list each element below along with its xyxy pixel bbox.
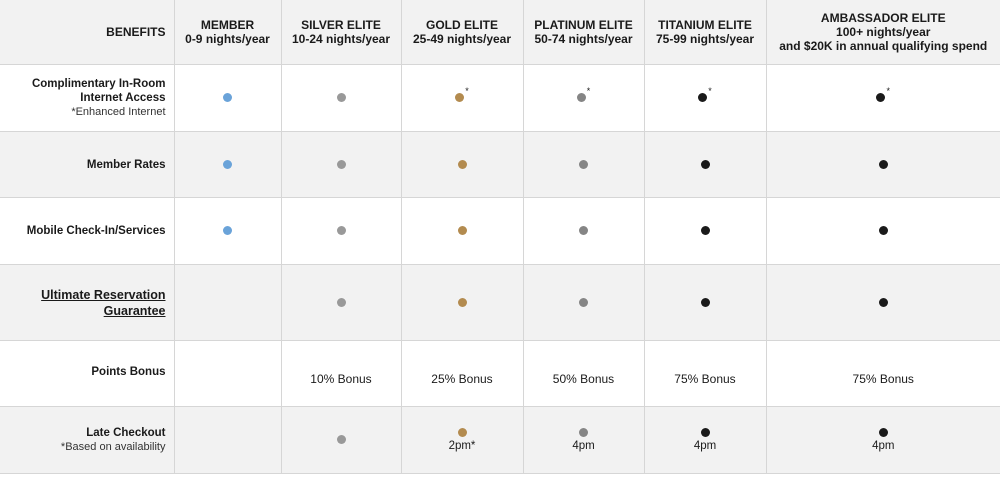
dot-platinum: [576, 93, 586, 103]
dot-ambassador: [878, 428, 888, 437]
cell-guarantee-platinum: [523, 264, 645, 341]
dot-member: [223, 159, 232, 169]
dot-titanium: [698, 93, 708, 103]
cell-late-titanium: 4pm: [644, 406, 767, 474]
cell-internet-gold: *: [401, 64, 524, 132]
tier-header-platinum: PLATINUM ELITE 50-74 nights/year: [523, 0, 645, 65]
tier-header-ambassador: AMBASSADOR ELITE 100+ nights/year and $20K…: [766, 0, 1000, 65]
dot-titanium: [700, 428, 710, 437]
cell-mobile-platinum: [523, 197, 645, 265]
cell-internet-platinum: *: [523, 64, 645, 132]
dot-titanium: [700, 159, 710, 169]
cell-late-platinum: 4pm: [523, 406, 645, 474]
tier-header-gold: GOLD ELITE 25-49 nights/year: [401, 0, 524, 65]
cell-late-silver: [281, 406, 402, 474]
cell-points-titanium: 75% Bonus: [644, 340, 767, 407]
cell-guarantee-ambassador: [766, 264, 1000, 341]
cell-internet-titanium: *: [644, 64, 767, 132]
tier-header-silver: SILVER ELITE 10-24 nights/year: [281, 0, 402, 65]
dot-titanium: [700, 226, 710, 236]
cell-guarantee-member: [174, 264, 282, 341]
dot-platinum: [579, 428, 588, 437]
cell-rates-silver: [281, 131, 402, 198]
cell-guarantee-titanium: [644, 264, 767, 341]
dot-member: [223, 226, 232, 236]
cell-points-platinum: 50% Bonus: [523, 340, 645, 407]
row-points-bonus: Points Bonus 10% Bonus 25% Bonus 50% Bon…: [0, 340, 1000, 407]
dot-silver: [336, 93, 346, 103]
dot-titanium: [700, 297, 710, 307]
benefit-label-points: Points Bonus: [0, 340, 175, 407]
cell-points-gold: 25% Bonus: [401, 340, 524, 407]
dot-gold: [457, 428, 467, 437]
benefit-label-internet: Complimentary In-Room Internet Access *E…: [0, 64, 175, 132]
cell-mobile-titanium: [644, 197, 767, 265]
row-mobile: Mobile Check-In/Services: [0, 197, 1000, 265]
dot-ambassador: [876, 93, 886, 103]
dot-gold: [455, 93, 465, 103]
cell-late-ambassador: 4pm: [766, 406, 1000, 474]
row-member-rates: Member Rates: [0, 131, 1000, 198]
cell-rates-gold: [401, 131, 524, 198]
dot-ambassador: [878, 297, 888, 307]
benefit-label-mobile: Mobile Check-In/Services: [0, 197, 175, 265]
dot-ambassador: [878, 226, 888, 236]
cell-points-silver: 10% Bonus: [281, 340, 402, 407]
tier-header-titanium: TITANIUM ELITE 75-99 nights/year: [644, 0, 767, 65]
cell-points-member: [174, 340, 282, 407]
benefit-label-member-rates: Member Rates: [0, 131, 175, 198]
row-internet: Complimentary In-Room Internet Access *E…: [0, 64, 1000, 132]
cell-mobile-member: [174, 197, 282, 265]
dot-silver: [336, 226, 346, 236]
cell-guarantee-silver: [281, 264, 402, 341]
row-late-checkout: Late Checkout *Based on availability 2pm…: [0, 406, 1000, 474]
guarantee-link[interactable]: Ultimate Reservation: [41, 287, 166, 302]
cell-mobile-silver: [281, 197, 402, 265]
dot-silver: [336, 297, 346, 307]
cell-mobile-gold: [401, 197, 524, 265]
cell-internet-member: [174, 64, 282, 132]
dot-gold: [457, 159, 467, 169]
cell-late-gold: 2pm*: [401, 406, 524, 474]
dot-gold: [457, 226, 467, 236]
cell-late-member: [174, 406, 282, 474]
cell-rates-platinum: [523, 131, 645, 198]
cell-internet-ambassador: *: [766, 64, 1000, 132]
cell-guarantee-gold: [401, 264, 524, 341]
cell-rates-ambassador: [766, 131, 1000, 198]
cell-rates-member: [174, 131, 282, 198]
dot-platinum: [579, 297, 588, 307]
dot-ambassador: [878, 159, 888, 169]
tier-header-member: MEMBER 0-9 nights/year: [174, 0, 282, 65]
benefit-label-late: Late Checkout *Based on availability: [0, 406, 175, 474]
dot-platinum: [579, 226, 588, 236]
cell-rates-titanium: [644, 131, 767, 198]
cell-points-ambassador: 75% Bonus: [766, 340, 1000, 407]
benefit-label-guarantee[interactable]: Ultimate Reservation Guarantee: [0, 264, 175, 341]
cell-mobile-ambassador: [766, 197, 1000, 265]
row-guarantee: Ultimate Reservation Guarantee: [0, 264, 1000, 341]
dot-silver: [336, 435, 346, 445]
benefits-header: BENEFITS: [0, 0, 175, 65]
dot-platinum: [579, 159, 588, 169]
dot-silver: [336, 159, 346, 169]
cell-internet-silver: [281, 64, 402, 132]
dot-gold: [457, 297, 467, 307]
dot-member: [223, 93, 232, 103]
guarantee-link[interactable]: Guarantee: [103, 303, 166, 318]
header-row: BENEFITS MEMBER 0-9 nights/year SILVER EL…: [0, 0, 1000, 65]
